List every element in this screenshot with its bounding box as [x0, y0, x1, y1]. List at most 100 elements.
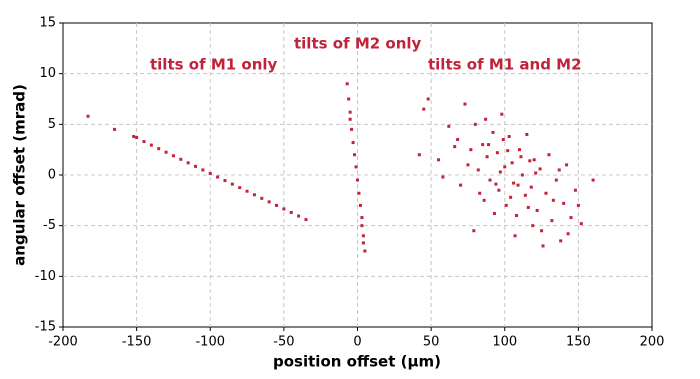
point — [541, 244, 545, 248]
point — [361, 234, 365, 238]
point — [350, 127, 354, 131]
point — [513, 234, 517, 238]
y-tick-label: -15 — [35, 320, 56, 335]
point — [361, 241, 365, 245]
point — [456, 138, 460, 142]
point — [208, 171, 212, 175]
x-tick-label: -50 — [273, 335, 294, 350]
point — [297, 214, 301, 218]
point — [495, 151, 499, 155]
point — [482, 198, 486, 202]
point — [354, 165, 358, 169]
point — [512, 181, 516, 185]
point — [463, 102, 467, 106]
x-tick-label: 200 — [640, 335, 665, 350]
point — [157, 147, 161, 151]
point — [238, 186, 242, 190]
point — [348, 110, 352, 114]
point — [507, 134, 511, 138]
point — [304, 218, 308, 222]
point — [142, 140, 146, 144]
point — [260, 196, 264, 200]
point — [516, 183, 520, 187]
point — [216, 175, 220, 179]
point — [459, 183, 463, 187]
point — [510, 161, 514, 165]
point — [171, 154, 175, 158]
point — [506, 149, 510, 153]
point — [149, 143, 153, 147]
point — [526, 205, 530, 209]
x-tick-label: -200 — [48, 335, 78, 350]
x-tick-label: -150 — [122, 335, 152, 350]
point — [466, 163, 470, 167]
point — [472, 229, 476, 233]
x-tick-label: 100 — [492, 335, 517, 350]
point — [135, 136, 139, 140]
point — [481, 143, 485, 147]
point — [275, 203, 279, 207]
point — [509, 195, 513, 199]
point — [179, 157, 183, 161]
point — [347, 97, 351, 101]
point — [488, 178, 492, 182]
point — [569, 216, 573, 220]
x-tick-label: 150 — [566, 335, 591, 350]
annotation: tilts of M1 only — [150, 56, 278, 74]
point — [504, 203, 508, 207]
point — [345, 82, 349, 86]
point — [132, 134, 136, 138]
point — [356, 178, 359, 182]
point — [358, 203, 362, 207]
point — [473, 122, 477, 126]
point — [534, 171, 538, 175]
point — [565, 163, 569, 167]
point — [289, 210, 293, 214]
point — [498, 170, 502, 174]
point — [487, 143, 491, 147]
point — [525, 132, 529, 136]
point — [351, 141, 355, 145]
point — [485, 155, 489, 159]
x-tick-label: 0 — [353, 335, 361, 350]
point — [186, 161, 190, 165]
point — [164, 150, 168, 154]
point — [353, 153, 357, 157]
point — [523, 193, 527, 197]
point — [550, 219, 554, 223]
point — [520, 173, 524, 177]
y-tick-label: -5 — [43, 218, 56, 233]
point — [348, 117, 352, 121]
point — [447, 124, 451, 128]
point — [535, 208, 539, 212]
y-tick-label: 5 — [48, 117, 56, 132]
point — [576, 203, 580, 207]
point — [422, 107, 426, 111]
point — [201, 168, 205, 172]
point — [453, 145, 457, 149]
point — [551, 198, 555, 202]
x-tick-label: 50 — [423, 335, 440, 350]
point — [267, 200, 271, 204]
point — [426, 97, 430, 101]
point — [500, 112, 504, 116]
point — [566, 232, 570, 236]
point — [591, 178, 595, 182]
point — [573, 188, 577, 192]
point — [360, 216, 364, 220]
point — [363, 249, 367, 253]
point — [469, 148, 473, 152]
point — [497, 188, 501, 192]
point — [492, 212, 496, 216]
point — [252, 193, 256, 197]
point — [501, 138, 505, 142]
point — [554, 178, 558, 182]
point — [517, 148, 521, 152]
annotation: tilts of M2 only — [294, 35, 422, 53]
point — [478, 191, 482, 195]
point — [503, 165, 507, 169]
point — [282, 207, 286, 211]
point — [357, 191, 361, 195]
point — [194, 164, 198, 168]
